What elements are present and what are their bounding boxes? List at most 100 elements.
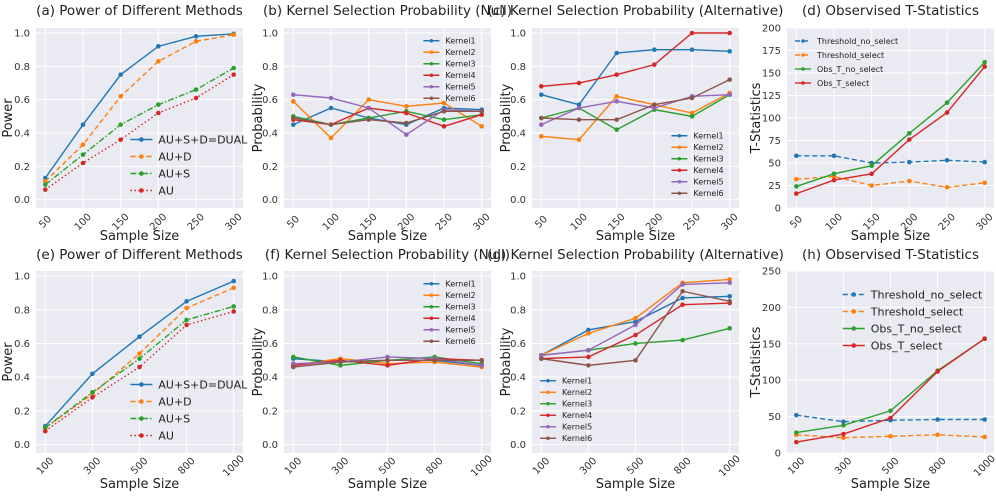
chart-e-data-point xyxy=(43,425,48,431)
chart-f-data-point xyxy=(432,358,437,363)
chart-c-legend-label: Kernel1 xyxy=(693,132,723,141)
chart-f-y-tick-label: 0.2 xyxy=(262,406,278,417)
chart-g-x-tick-label: 800 xyxy=(672,456,693,477)
chart-a-legend-marker xyxy=(139,188,144,193)
chart-b-x-tick-label: 50 xyxy=(285,214,302,231)
chart-f-legend-label: Kernel1 xyxy=(445,280,475,289)
chart-d-data-point xyxy=(944,185,950,190)
chart-b-y-axis-label: Probability xyxy=(251,83,266,152)
chart-b-y-tick-label: 0.2 xyxy=(262,162,278,173)
chart-a-data-point xyxy=(43,187,48,192)
chart-c: 0.00.20.40.60.81.050 100 150 200 250 300(c) K… xyxy=(488,3,784,244)
chart-b-x-axis-label: Sample Size xyxy=(348,229,428,244)
chart-b-data-point xyxy=(291,99,296,104)
chart-d-data-point xyxy=(794,153,799,159)
chart-b-legend-marker xyxy=(429,96,434,101)
chart-d-data-point xyxy=(794,191,799,196)
chart-b-legend-marker xyxy=(429,61,434,66)
chart-h-data-point xyxy=(935,417,940,422)
chart-h-data-point xyxy=(982,434,987,440)
chart-g-data-point xyxy=(586,347,591,353)
chart-d-legend-marker xyxy=(801,67,805,71)
chart-e-data-point xyxy=(231,285,236,291)
chart-c-legend-marker xyxy=(677,156,682,161)
chart-g-data-point xyxy=(727,277,732,282)
chart-c-legend-label: Kernel6 xyxy=(693,189,723,198)
chart-h-legend-marker xyxy=(851,343,857,348)
chart-f-legend-label: Kernel6 xyxy=(445,337,475,346)
chart-f-legend-label: Kernel3 xyxy=(445,303,475,312)
chart-d-legend-label: Threshold_select xyxy=(816,51,884,60)
chart-b-legend-label: Kernel2 xyxy=(445,48,475,57)
chart-d-legend-label: Obs_T_no_select xyxy=(817,65,883,74)
chart-a-series-line-au xyxy=(44,74,235,191)
chart-c-data-point xyxy=(614,50,619,56)
chart-e-legend-label: AU xyxy=(158,429,174,442)
chart-c-data-point xyxy=(539,122,544,127)
chart-f-x-tick-label: 800 xyxy=(424,456,445,477)
chart-b-data-point xyxy=(479,109,484,114)
chart-d-data-point xyxy=(944,100,950,105)
chart-h-y-tick-label: 250 xyxy=(762,267,781,278)
chart-c-y-axis-label: Probability xyxy=(499,83,514,152)
chart-f-legend: Kernel1 Kernel2 Kernel3 Kernel4 Kernel5 Kerne… xyxy=(423,280,476,346)
chart-d-legend-label: Threshold_no_select xyxy=(816,37,898,46)
chart-b: 0.00.20.40.60.81.050 100 150 200 250 300(b) K… xyxy=(251,3,512,244)
chart-c-x-tick-label: 250 xyxy=(682,212,703,233)
chart-f-y-tick-label: 0.6 xyxy=(262,339,278,350)
chart-f-y-tick-label: 1.0 xyxy=(262,272,278,283)
chart-h-legend-marker xyxy=(851,292,857,297)
chart-g-x-tick-label: 1000 xyxy=(717,453,743,479)
chart-c-legend-label: Kernel4 xyxy=(693,166,723,175)
chart-a-y-tick-label: 0.8 xyxy=(14,62,30,73)
chart-h-legend-label: Obs_T_select xyxy=(871,339,943,352)
chart-f-x-tick-label: 100 xyxy=(283,456,304,477)
chart-e-x-tick-label: 100 xyxy=(35,456,56,477)
chart-e-title: (e) Power of Different Methods xyxy=(36,247,243,263)
chart-c-y-tick-label: 0.6 xyxy=(510,95,526,106)
chart-h-y-tick-label: 0 xyxy=(775,449,781,460)
chart-e-legend-label: AU+S xyxy=(158,412,190,425)
chart-h-x-axis-label: Sample Size xyxy=(851,477,931,492)
chart-a-data-point xyxy=(156,110,161,116)
chart-g-data-point xyxy=(586,354,591,360)
chart-d-legend-marker xyxy=(801,81,805,85)
chart-d-y-tick-label: 175 xyxy=(762,46,781,57)
chart-c-data-point xyxy=(652,102,657,107)
chart-h-x-tick-label: 100 xyxy=(786,456,807,477)
chart-c-data-point xyxy=(614,72,619,77)
chart-e-legend: AU+S+D=DUAL AU+D AU+S AU xyxy=(130,378,248,442)
chart-c-legend-label: Kernel2 xyxy=(693,143,723,152)
chart-f-legend-marker xyxy=(429,304,434,309)
chart-b-series-line-kernel6 xyxy=(293,110,482,126)
chart-a-data-point xyxy=(156,44,161,49)
chart-d-y-tick-label: 75 xyxy=(768,136,781,147)
chart-h-x-tick-label: 300 xyxy=(833,456,854,477)
chart-a-title: (a) Power of Different Methods xyxy=(36,3,243,19)
chart-h-data-point xyxy=(794,412,799,418)
chart-d-data-point xyxy=(869,171,874,177)
chart-f-data-point xyxy=(479,358,484,363)
chart-f-legend-marker xyxy=(429,327,434,332)
chart-h-y-tick-label: 50 xyxy=(768,412,781,423)
chart-c-y-tick-label: 0.8 xyxy=(510,62,526,73)
chart-c-data-point xyxy=(689,114,695,119)
chart-h-legend-label: Threshold_select xyxy=(870,305,964,318)
chart-g-data-point xyxy=(586,331,591,336)
chart-h-data-point xyxy=(794,430,799,435)
chart-b-data-point xyxy=(366,117,371,122)
chart-c-series-line-kernel6 xyxy=(541,79,730,121)
chart-f-data-point xyxy=(385,363,390,368)
chart-b-data-point xyxy=(291,92,296,97)
chart-g-data-point xyxy=(727,299,732,304)
chart-c-data-point xyxy=(539,134,544,139)
chart-e-series-line-au xyxy=(44,310,234,432)
chart-b-data-point xyxy=(328,95,334,101)
chart-g-data-point xyxy=(633,322,638,328)
chart-f-y-tick-label: 0.0 xyxy=(262,440,278,451)
chart-b-data-point xyxy=(441,109,447,114)
chart-d-y-tick-label: 25 xyxy=(768,181,781,192)
chart-a-data-point xyxy=(193,95,199,101)
chart-c-series-line-kernel1 xyxy=(541,48,730,106)
